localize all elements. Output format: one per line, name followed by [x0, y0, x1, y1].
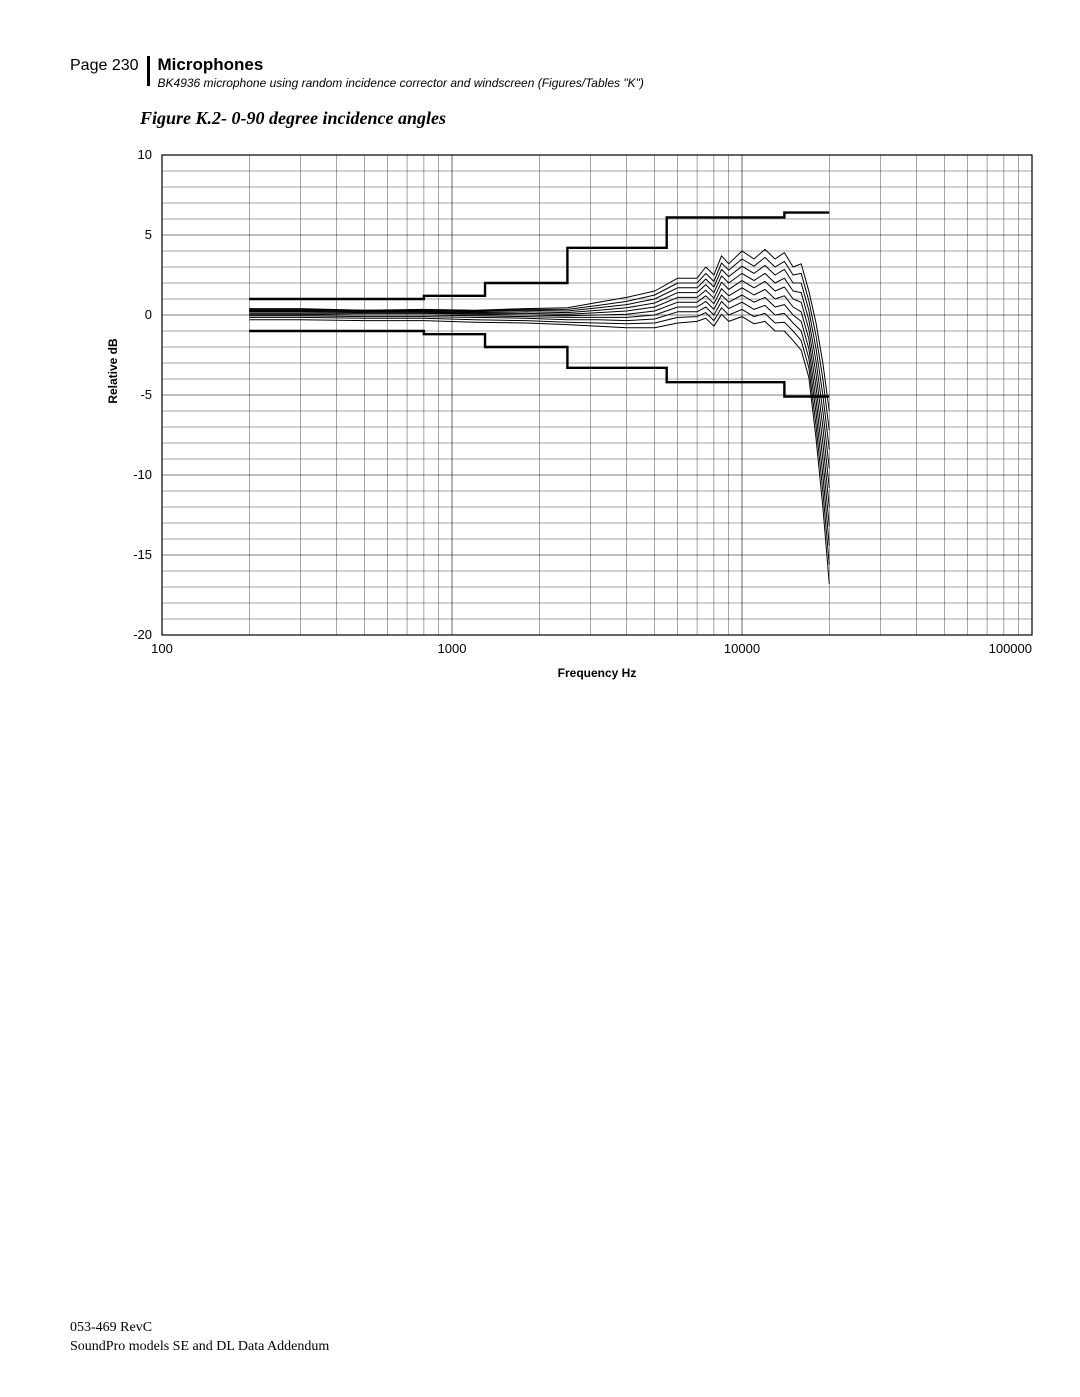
svg-text:100000: 100000: [989, 641, 1032, 656]
svg-text:Relative dB: Relative dB: [106, 338, 120, 404]
svg-text:-5: -5: [140, 387, 152, 402]
page-number: Page 230: [70, 56, 139, 75]
svg-text:1000: 1000: [438, 641, 467, 656]
footer-line2: SoundPro models SE and DL Data Addendum: [70, 1338, 329, 1357]
svg-text:100: 100: [151, 641, 173, 656]
svg-text:Frequency Hz: Frequency Hz: [558, 666, 637, 680]
header-divider: [147, 56, 150, 86]
svg-text:-15: -15: [133, 547, 152, 562]
section-subtitle: BK4936 microphone using random incidence…: [158, 76, 644, 90]
svg-text:10000: 10000: [724, 641, 760, 656]
svg-text:10: 10: [138, 147, 152, 162]
svg-text:5: 5: [145, 227, 152, 242]
figure-title: Figure K.2- 0-90 degree incidence angles: [140, 108, 1010, 129]
footer-line1: 053-469 RevC: [70, 1319, 329, 1338]
frequency-response-chart: -20 -15 -10 -5 0 5 10 100 1000 10000 100000 Frequen…: [90, 143, 1050, 703]
svg-text:0: 0: [145, 307, 152, 322]
svg-text:-10: -10: [133, 467, 152, 482]
page-footer: 053-469 RevC SoundPro models SE and DL D…: [70, 1319, 329, 1357]
page-header: Page 230 Microphones BK4936 microphone u…: [70, 56, 1010, 90]
page: Page 230 Microphones BK4936 microphone u…: [0, 0, 1080, 1397]
section-title: Microphones: [158, 56, 644, 75]
svg-text:-20: -20: [133, 627, 152, 642]
chart-container: -20-15-10-50510100100010000100000Frequen…: [90, 143, 1010, 703]
